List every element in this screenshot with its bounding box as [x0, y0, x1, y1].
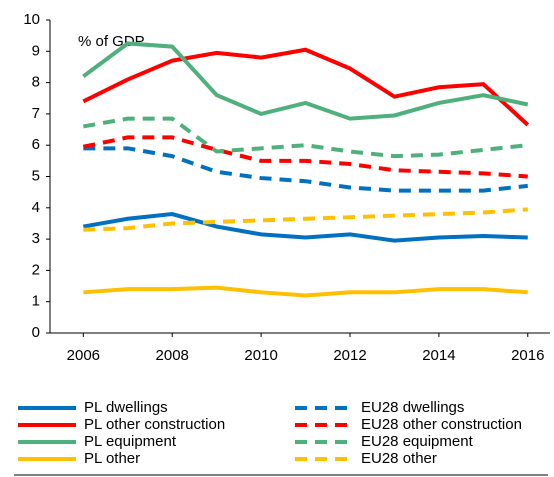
x-tick-label: 2006: [67, 347, 100, 364]
line-series: [83, 146, 528, 193]
y-tick-label: 9: [32, 42, 40, 59]
legend-label: PL other: [84, 450, 140, 467]
y-tick-label: 2: [32, 261, 40, 278]
legend-label: EU28 other construction: [361, 416, 522, 433]
line-series: [83, 285, 528, 298]
legend-label: EU28 dwellings: [361, 399, 464, 416]
y-tick-label: 6: [32, 136, 40, 153]
x-tick-label: 2008: [156, 347, 189, 364]
legend-label: PL other construction: [84, 416, 225, 433]
annotation: % of GDP: [78, 33, 145, 50]
x-tick-label: 2012: [333, 347, 366, 364]
y-tick-label: 7: [32, 105, 40, 122]
line-series: [83, 207, 528, 232]
x-tick-label: 2016: [511, 347, 544, 364]
y-tick-label: 5: [32, 167, 40, 184]
line-series: [82, 41, 529, 121]
y-tick-label: 0: [32, 324, 40, 341]
line-series: [82, 116, 528, 159]
legend-label: EU28 equipment: [361, 433, 474, 450]
y-tick-label: 10: [23, 11, 40, 28]
line-series: [82, 47, 530, 127]
y-tick-label: 4: [32, 199, 40, 216]
y-tick-label: 8: [32, 74, 40, 91]
line-series: [82, 212, 528, 243]
y-tick-label: 3: [32, 230, 40, 247]
legend-label: EU28 other: [361, 450, 437, 467]
line-series: [82, 135, 528, 179]
legend-label: PL equipment: [84, 433, 177, 450]
x-tick-label: 2014: [422, 347, 455, 364]
legend-label: PL dwellings: [84, 399, 168, 416]
x-tick-label: 2010: [244, 347, 277, 364]
y-tick-label: 1: [32, 293, 40, 310]
